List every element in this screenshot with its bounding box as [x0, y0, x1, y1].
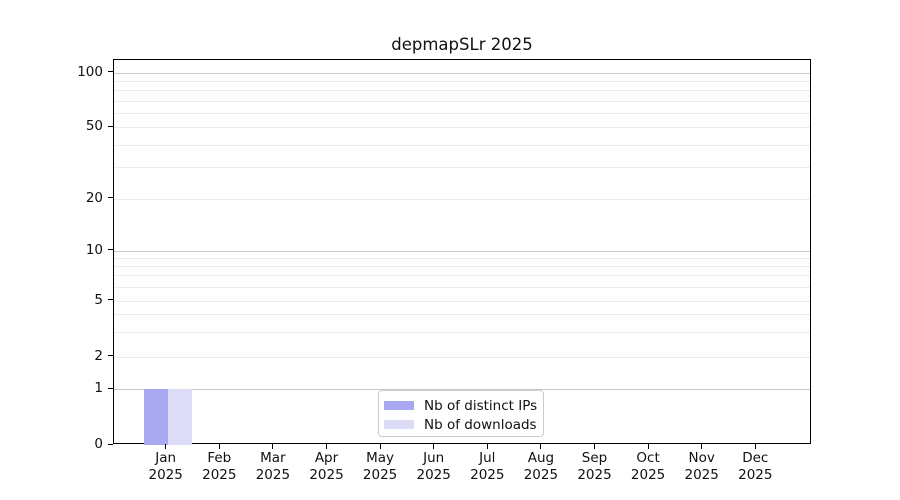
y-tick-mark — [108, 197, 113, 198]
x-tick-label: Jun 2025 — [416, 450, 451, 483]
legend-label: Nb of downloads — [424, 416, 537, 433]
gridline-3 — [114, 331, 810, 333]
y-tick-mark — [108, 299, 113, 300]
x-tick-mark — [433, 444, 435, 449]
x-tick-mark — [754, 444, 756, 449]
y-tick-label: 100 — [77, 63, 103, 80]
plot-area — [113, 59, 811, 445]
y-tick-label: 0 — [94, 436, 103, 452]
chart-title: depmapSLr 2025 — [391, 35, 533, 54]
x-tick-mark — [540, 444, 542, 449]
x-tick-mark — [326, 444, 327, 449]
gridline-7 — [114, 275, 810, 276]
x-tick-label: Jan 2025 — [148, 450, 183, 483]
gridline-30 — [114, 167, 810, 168]
gridline-1 — [114, 389, 810, 390]
gridline-2 — [114, 356, 810, 358]
x-tick-label: Nov 2025 — [684, 450, 719, 483]
legend-item-distinct-ips: Nb of distinct IPs — [384, 396, 543, 415]
gridline-100 — [114, 72, 810, 74]
x-tick-mark — [379, 444, 381, 449]
x-tick-mark — [486, 444, 488, 449]
gridline-4 — [114, 314, 810, 315]
legend-item-downloads: Nb of downloads — [384, 415, 543, 434]
gridline-70 — [114, 100, 810, 102]
gridline-60 — [114, 112, 810, 114]
y-tick-label: 5 — [94, 291, 103, 308]
y-tick-mark — [108, 387, 113, 389]
gridline-9 — [114, 258, 810, 259]
x-tick-label: Feb 2025 — [202, 450, 237, 483]
gridline-8 — [114, 266, 810, 267]
x-tick-label: May 2025 — [362, 450, 398, 483]
x-tick-mark — [647, 444, 649, 449]
x-tick-mark — [165, 444, 167, 449]
x-tick-label: Aug 2025 — [523, 450, 559, 483]
y-tick-label: 1 — [94, 380, 103, 396]
y-tick-mark — [108, 443, 113, 445]
gridline-5 — [114, 300, 810, 302]
x-tick-mark — [701, 444, 703, 449]
gridline-50 — [114, 127, 810, 128]
y-tick-label: 2 — [94, 347, 103, 364]
x-tick-label: Mar 2025 — [255, 450, 291, 483]
bar-nb-of-downloads — [168, 389, 192, 445]
x-tick-label: Oct 2025 — [630, 450, 666, 483]
gridline-6 — [114, 286, 810, 288]
y-tick-mark — [108, 249, 113, 250]
bar-nb-of-distinct-ips — [144, 389, 168, 445]
legend-label: Nb of distinct IPs — [424, 397, 538, 414]
gridline-80 — [114, 90, 810, 91]
gridline-90 — [114, 81, 810, 82]
y-tick-mark — [108, 355, 113, 356]
y-tick-label: 10 — [85, 241, 103, 258]
distinct-ips-swatch-icon — [384, 400, 414, 411]
x-tick-label: Dec 2025 — [738, 450, 773, 483]
x-tick-label: Jul 2025 — [470, 450, 505, 483]
gridline-40 — [114, 144, 810, 146]
y-tick-mark — [108, 125, 113, 127]
downloads-swatch-icon — [384, 419, 414, 430]
legend: Nb of distinct IPs Nb of downloads — [378, 390, 544, 437]
x-tick-mark — [218, 444, 220, 449]
gridline-20 — [114, 198, 810, 200]
y-tick-label: 20 — [85, 189, 103, 206]
y-tick-label: 50 — [85, 118, 103, 134]
y-tick-mark — [108, 71, 113, 72]
x-tick-label: Apr 2025 — [309, 450, 344, 483]
gridline-10 — [114, 250, 810, 252]
x-tick-mark — [272, 444, 274, 449]
x-tick-mark — [594, 444, 595, 449]
x-tick-label: Sep 2025 — [577, 450, 612, 483]
